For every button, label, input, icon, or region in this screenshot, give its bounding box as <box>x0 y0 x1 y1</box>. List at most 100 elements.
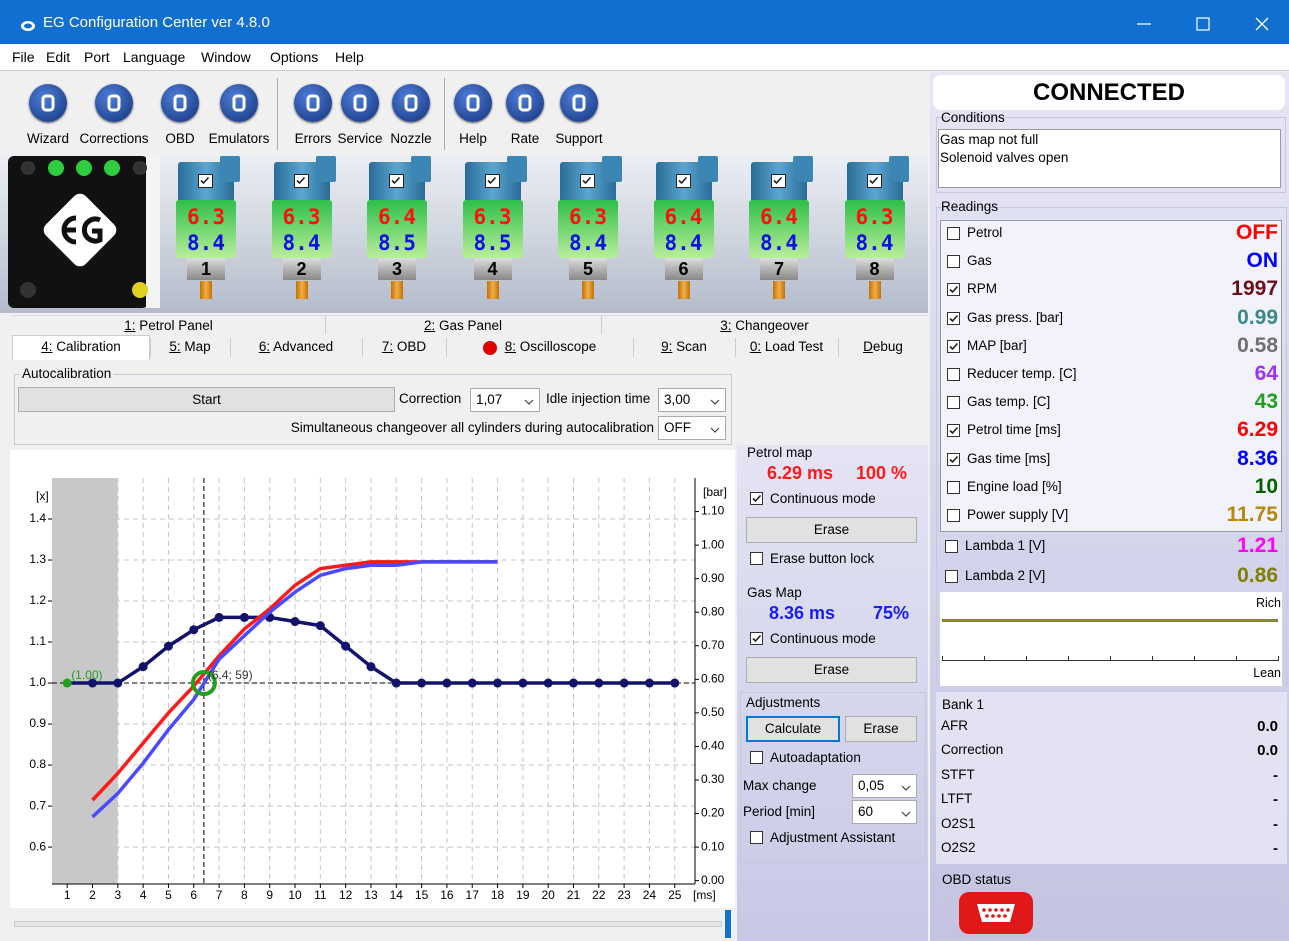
checkbox[interactable] <box>947 480 960 494</box>
button[interactable]: Erase <box>746 657 917 683</box>
group-title: Autocalibration <box>20 366 114 381</box>
maximize-icon[interactable] <box>1196 17 1210 31</box>
dropdown-arrow <box>523 393 535 415</box>
obd-icon <box>959 892 1033 934</box>
checkbox[interactable] <box>947 283 960 297</box>
checkbox[interactable] <box>750 492 763 505</box>
toolbar-icon[interactable] <box>341 84 379 122</box>
toolbar-icon[interactable] <box>560 84 598 122</box>
injector-checkbox[interactable] <box>293 174 309 188</box>
menu-item[interactable]: Options <box>270 49 319 65</box>
button[interactable]: Erase <box>845 716 917 742</box>
menu-item[interactable]: Help <box>335 49 364 65</box>
tab[interactable]: 4: Calibration <box>41 339 121 354</box>
toolbar-icon[interactable] <box>454 84 492 122</box>
menu-item[interactable]: Language <box>123 49 186 65</box>
checkbox[interactable] <box>750 831 763 844</box>
toolbar-icon[interactable] <box>392 84 430 122</box>
injector-gas: 8.4 <box>855 231 894 255</box>
checkbox[interactable] <box>750 632 763 645</box>
series-point <box>315 621 325 631</box>
x-tick-label: 24 <box>643 888 657 902</box>
checkbox[interactable] <box>947 509 960 522</box>
tab tab[interactable]: 2: Gas Panel <box>423 318 503 333</box>
button[interactable]: Calculate <box>746 716 840 742</box>
checkbox[interactable] <box>947 311 960 325</box>
toolbar-label[interactable]: OBD <box>165 131 195 146</box>
tab[interactable]: 5: Map <box>169 339 211 354</box>
injector-top <box>793 156 813 182</box>
tab[interactable]: 8: Oscilloscope <box>504 339 597 354</box>
toolbar-icon[interactable] <box>161 84 199 122</box>
series-point <box>670 678 680 688</box>
injector-body <box>749 200 809 258</box>
checkbox[interactable] <box>947 368 960 381</box>
toolbar-label[interactable]: Help <box>459 131 487 146</box>
reading-value: 0.58 <box>1237 333 1278 357</box>
tab tab[interactable]: 3: Changeover <box>720 318 809 333</box>
checkbox[interactable] <box>947 424 960 438</box>
injector-checkbox[interactable] <box>866 174 882 188</box>
checkbox[interactable] <box>945 540 958 553</box>
toolbar-label[interactable]: Support <box>555 131 603 146</box>
injector-checkbox[interactable] <box>675 174 691 188</box>
close-icon[interactable] <box>1255 17 1269 31</box>
toolbar-icon[interactable] <box>294 84 332 122</box>
toolbar-icon[interactable] <box>95 84 133 122</box>
menu-item[interactable]: Edit <box>46 49 71 65</box>
checkbox[interactable] <box>750 751 763 764</box>
checkbox[interactable] <box>945 569 958 583</box>
y-tick-label: 0.8 <box>29 757 46 771</box>
checkbox[interactable] <box>947 452 960 466</box>
button[interactable]: Start <box>18 387 395 412</box>
toolbar-label[interactable]: Rate <box>510 131 540 146</box>
toolbar-label[interactable]: Service <box>337 131 383 146</box>
injector-gas: 8.4 <box>282 231 321 255</box>
toolbar-label[interactable]: Emulators <box>208 131 270 146</box>
injector-checkbox[interactable] <box>580 174 595 188</box>
combo-box[interactable]: 1,07 <box>470 388 540 412</box>
injector-checkbox[interactable] <box>198 174 213 188</box>
toolbar-label[interactable]: Nozzle <box>390 131 432 146</box>
y2-tick-label: 1.10 <box>701 504 725 518</box>
series-point <box>290 617 300 627</box>
checkbox[interactable] <box>947 339 960 353</box>
toolbar-label[interactable]: Wizard <box>26 131 69 146</box>
injector-checkbox[interactable] <box>771 174 786 188</box>
menu-item[interactable]: File <box>12 49 35 65</box>
menu-item[interactable]: Port <box>84 49 110 65</box>
tab tab[interactable]: 1: Petrol Panel <box>124 318 213 333</box>
combo-box[interactable]: 60 <box>852 800 917 824</box>
combo-box[interactable]: 3,00 <box>658 388 726 412</box>
tab[interactable]: 7: OBD <box>381 339 427 354</box>
reading-label: Reducer temp. [C] <box>967 366 1077 381</box>
toolbar-label[interactable]: Corrections <box>79 131 149 146</box>
combo-box[interactable]: OFF <box>658 416 726 440</box>
toolbar-icon[interactable] <box>506 84 544 122</box>
toolbar-label[interactable]: Errors <box>294 131 332 146</box>
injector-nozzle <box>486 281 499 299</box>
injector-checkbox[interactable] <box>484 174 500 188</box>
toolbar-icon[interactable] <box>29 84 67 122</box>
combo-box[interactable]: 0,05 <box>852 774 917 798</box>
menu-item[interactable]: Window <box>201 49 251 65</box>
button[interactable]: Erase <box>746 517 917 543</box>
scroll-track[interactable] <box>14 921 722 927</box>
x-tick-label: 14 <box>390 888 404 902</box>
toolbar-icon[interactable] <box>220 84 258 122</box>
injector-number: 3 <box>378 258 416 280</box>
tab[interactable]: 9: Scan <box>661 339 707 354</box>
lambda-graph <box>940 592 1282 686</box>
checkbox[interactable] <box>947 227 960 240</box>
checkbox[interactable] <box>750 552 763 565</box>
tab[interactable]: 6: Advanced <box>258 339 334 354</box>
injector-body <box>367 200 427 258</box>
x-tick-label: 20 <box>541 888 555 902</box>
checkbox[interactable] <box>947 396 960 410</box>
tab[interactable]: 0: Load Test <box>749 339 824 354</box>
checkbox[interactable] <box>947 255 960 269</box>
tab[interactable]: Debug <box>863 339 903 354</box>
group-box <box>740 692 926 862</box>
bank-label: O2S1 <box>941 815 976 831</box>
injector-checkbox[interactable] <box>389 174 404 188</box>
